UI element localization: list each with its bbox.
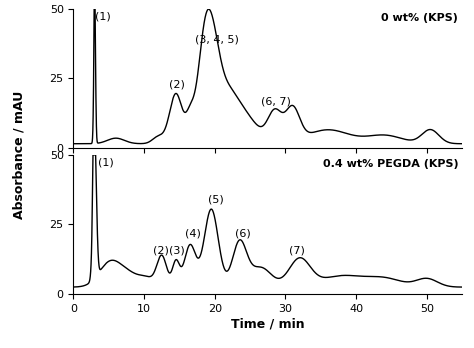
Text: (3): (3): [169, 245, 185, 255]
X-axis label: Time / min: Time / min: [231, 318, 305, 331]
Text: (3, 4, 5): (3, 4, 5): [195, 35, 239, 45]
Text: (2): (2): [153, 245, 168, 255]
Text: 0.4 wt% PEGDA (KPS): 0.4 wt% PEGDA (KPS): [323, 159, 458, 169]
Text: (2): (2): [169, 79, 185, 89]
Text: (7): (7): [289, 245, 305, 255]
Text: (4): (4): [185, 228, 201, 238]
Text: (1): (1): [98, 158, 114, 168]
Text: (5): (5): [208, 195, 224, 205]
Text: (6, 7): (6, 7): [261, 96, 291, 106]
Text: (1): (1): [95, 11, 110, 22]
Text: Absorbance / mAU: Absorbance / mAU: [12, 91, 26, 219]
Text: (6): (6): [235, 228, 250, 238]
Text: 0 wt% (KPS): 0 wt% (KPS): [382, 13, 458, 23]
